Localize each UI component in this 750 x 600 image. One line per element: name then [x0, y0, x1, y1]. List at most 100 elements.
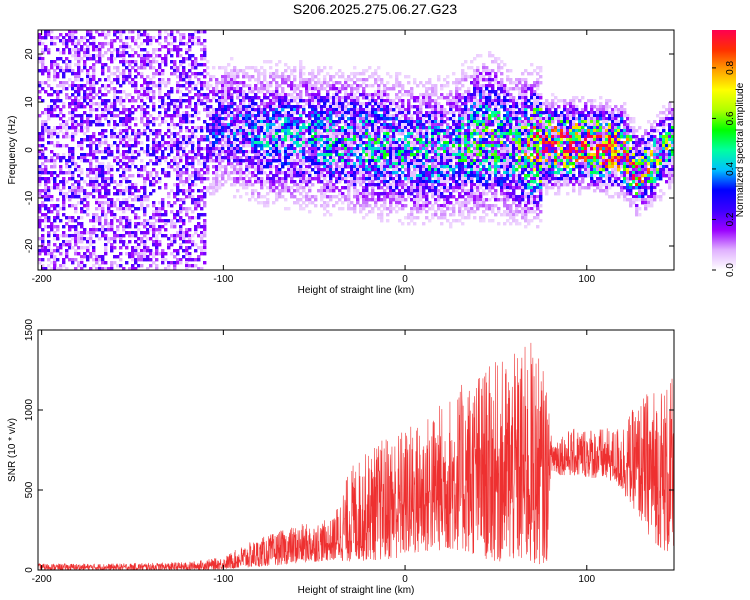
spectrogram-cell [80, 78, 84, 82]
spectrogram-cell [389, 141, 393, 145]
spectrogram-cell [416, 138, 420, 142]
spectrogram-cell [359, 156, 363, 160]
spectrogram-cell [209, 99, 213, 103]
spectrogram-cell [284, 132, 288, 136]
spectrogram-cell [86, 183, 90, 187]
spectrogram-cell [77, 261, 81, 265]
spectrogram-cell [44, 156, 48, 160]
spectrogram-cell [47, 258, 51, 262]
spectrogram-cell [140, 204, 144, 208]
spectrogram-cell [302, 156, 306, 160]
spectrogram-cell [98, 219, 102, 223]
spectrogram-cell [101, 69, 105, 73]
spectrogram-cell [422, 120, 426, 124]
spectrogram-cell [59, 180, 63, 184]
spectrogram-cell [338, 168, 342, 172]
spectrogram-cell [179, 231, 183, 235]
spectrogram-cell [89, 171, 93, 175]
spectrogram-cell [341, 84, 345, 88]
spectrogram-cell [335, 177, 339, 181]
spectrogram-cell [377, 114, 381, 118]
spectrogram-cell [227, 126, 231, 130]
spectrogram-cell [245, 129, 249, 133]
spectrogram-cell [215, 114, 219, 118]
spectrogram-cell [224, 81, 228, 85]
spectrogram-cell [122, 54, 126, 58]
spectrogram-cell [143, 123, 147, 127]
spectrogram-cell [140, 105, 144, 109]
spectrogram-cell [326, 144, 330, 148]
spectrogram-cell [197, 225, 201, 229]
spectrogram-cell [242, 132, 246, 136]
spectrogram-cell [332, 84, 336, 88]
spectrogram-cell [341, 87, 345, 91]
spectrogram-cell [185, 105, 189, 109]
spectrogram-cell [83, 156, 87, 160]
spectrogram-cell [125, 135, 129, 139]
spectrogram-cell [44, 159, 48, 163]
spectrogram-cell [278, 189, 282, 193]
spectrogram-cell [113, 204, 117, 208]
spectrogram-cell [368, 66, 372, 70]
spectrogram-cell [275, 138, 279, 142]
spectrogram-cell [194, 60, 198, 64]
spectrogram-cell [164, 252, 168, 256]
spectrogram-cell [122, 138, 126, 142]
spectrogram-cell [368, 99, 372, 103]
spectrogram-cell [344, 96, 348, 100]
spectrogram-cell [347, 165, 351, 169]
spectrogram-cell [134, 84, 138, 88]
spectrogram-cell [173, 123, 177, 127]
spectrogram-cell [188, 138, 192, 142]
spectrogram-cell [380, 219, 384, 223]
spectrogram-cell [275, 69, 279, 73]
spectrogram-cell [341, 153, 345, 157]
spectrogram-cell [101, 213, 105, 217]
spectrogram-cell [188, 141, 192, 145]
spectrogram-cell [68, 84, 72, 88]
spectrogram-cell [263, 129, 267, 133]
spectrogram-cell [236, 126, 240, 130]
spectrogram-cell [44, 81, 48, 85]
spectrogram-cell [302, 132, 306, 136]
spectrogram-cell [239, 117, 243, 121]
spectrogram-cell [311, 201, 315, 205]
spectrogram-cell [128, 255, 132, 259]
spectrogram-cell [347, 186, 351, 190]
spectrogram-cell [47, 111, 51, 115]
spectrogram-cell [428, 114, 432, 118]
spectrogram-cell [101, 45, 105, 49]
spectrogram-cell [242, 135, 246, 139]
spectrogram-cell [326, 123, 330, 127]
spectrogram-cell [248, 171, 252, 175]
spectrogram-cell [287, 132, 291, 136]
spectrogram-cell [389, 144, 393, 148]
spectrogram-cell [134, 81, 138, 85]
spectrogram-cell [200, 42, 204, 46]
spectrogram-cell [158, 252, 162, 256]
spectrogram-cell [416, 189, 420, 193]
spectrogram-cell [185, 258, 189, 262]
spectrogram-cell [416, 165, 420, 169]
spectrogram-cell [113, 87, 117, 91]
spectrogram-cell [101, 180, 105, 184]
spectrogram-cell [299, 159, 303, 163]
spectrogram-cell [95, 102, 99, 106]
spectrogram-cell [92, 84, 96, 88]
spectrogram-cell [374, 78, 378, 82]
spectrogram-cell [215, 78, 219, 82]
spectrogram-cell [233, 135, 237, 139]
spectrogram-cell [71, 33, 75, 37]
spectrogram-cell [71, 237, 75, 241]
spectrogram-cell [239, 150, 243, 154]
spectrogram-cell [167, 141, 171, 145]
spectrogram-cell [62, 132, 66, 136]
spectrogram-cell [299, 150, 303, 154]
spectrogram-cell [182, 189, 186, 193]
spectrogram-cell [179, 177, 183, 181]
spectrogram-cell [275, 63, 279, 67]
spectrogram-cell [53, 216, 57, 220]
spectrogram-cell [374, 129, 378, 133]
spectrogram-cell [359, 204, 363, 208]
spectrogram-cell [110, 168, 114, 172]
